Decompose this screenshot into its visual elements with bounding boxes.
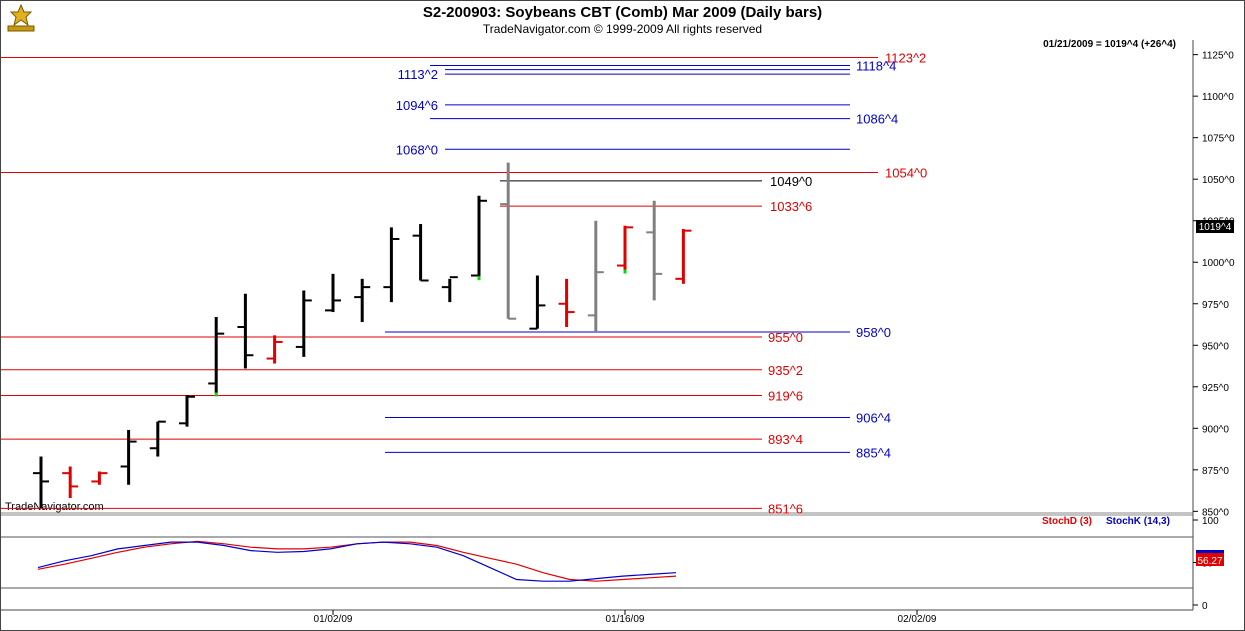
last-quote-readout: 01/21/2009 = 1019^4 (+26^4): [1043, 39, 1176, 50]
level-label: 935^2: [768, 363, 803, 378]
price-tick-label: 1075^0: [1202, 134, 1235, 145]
stochastic-lines: [37, 540, 677, 582]
ohlc-bar: [587, 220, 604, 332]
level-label: 906^4: [856, 411, 891, 426]
ohlc-bar: [675, 229, 692, 284]
level-label: 885^4: [856, 445, 891, 460]
stoch-axis: 050100: [1, 516, 1219, 612]
level-label: 1086^4: [856, 112, 898, 127]
last-price-tag-text: 1019^4: [1199, 222, 1232, 233]
price-tick-label: 1125^0: [1202, 51, 1234, 62]
level-label: 1054^0: [885, 166, 927, 181]
ohlc-bar: [383, 227, 400, 303]
level-label: 919^6: [768, 389, 803, 404]
level-label: 1033^6: [770, 199, 812, 214]
stoch-series-line: [37, 541, 677, 582]
ohlc-bar: [617, 225, 633, 274]
ohlc-bar: [500, 162, 517, 320]
ohlc-bar: [529, 275, 546, 330]
ohlc-bar: [354, 278, 371, 323]
price-tick-label: 1000^0: [1202, 258, 1235, 269]
ohlc-bars: [33, 162, 692, 509]
stoch-legend-k: StochK (14,3): [1106, 516, 1170, 527]
price-tick-label: 975^0: [1202, 300, 1229, 311]
date-tick-label: 02/02/09: [898, 614, 937, 625]
ohlc-bar: [91, 471, 108, 485]
ohlc-bar: [295, 290, 312, 357]
ohlc-bar: [325, 273, 341, 313]
stoch-value-tag: 56.27: [1196, 550, 1224, 567]
ohlc-bar: [179, 395, 195, 427]
price-tick-label: 1050^0: [1202, 175, 1235, 186]
ohlc-bar: [266, 335, 283, 364]
level-label: 1113^2: [398, 67, 438, 82]
ohlc-bar: [149, 420, 166, 457]
date-axis: 01/02/09 01/16/09 02/02/09: [314, 610, 937, 625]
level-label: 893^4: [768, 432, 803, 447]
ohlc-bar: [412, 224, 429, 282]
stoch-value-tag-text: 56.27: [1197, 556, 1222, 567]
ohlc-bar: [120, 429, 137, 485]
price-axis: 850^0875^0900^0925^0950^0975^01000^01025…: [1193, 51, 1235, 518]
price-tick-label: 925^0: [1202, 383, 1229, 394]
price-tick-label: 1100^0: [1202, 92, 1234, 103]
level-label: 955^0: [768, 330, 803, 345]
trade-navigator-logo-icon: [7, 3, 35, 32]
ohlc-bar: [441, 276, 458, 303]
stoch-tick-label: 100: [1202, 516, 1219, 527]
date-tick-label: 01/02/09: [314, 614, 353, 625]
ohlc-bar: [62, 466, 79, 499]
ohlc-bar: [471, 195, 487, 281]
chart-subtitle: TradeNavigator.com © 1999-2009 All right…: [482, 22, 763, 36]
ohlc-bar: [646, 200, 663, 301]
ohlc-bar: [208, 317, 225, 397]
level-label: 1123^2: [885, 51, 926, 66]
ohlc-bar: [558, 278, 575, 327]
price-tick-label: 850^0: [1202, 507, 1229, 518]
level-label: 1094^6: [396, 98, 438, 113]
level-label: 958^0: [856, 325, 891, 340]
last-price-tag: 1019^4: [1196, 220, 1234, 233]
ohlc-bar: [33, 456, 49, 509]
watermark-text: TradeNavigator.com: [5, 501, 104, 513]
level-label: 1049^0: [770, 174, 812, 189]
level-label: 1068^0: [396, 142, 438, 157]
date-tick-label: 01/16/09: [606, 614, 645, 625]
ohlc-bar: [237, 293, 254, 369]
price-tick-label: 875^0: [1202, 466, 1229, 477]
level-label: 1118^4: [856, 58, 896, 73]
price-tick-label: 900^0: [1202, 424, 1229, 435]
level-label: 851^6: [768, 501, 803, 516]
chart-title: S2-200903: Soybeans CBT (Comb) Mar 2009 …: [422, 4, 823, 21]
price-tick-label: 950^0: [1202, 341, 1229, 352]
stoch-legend-d: StochD (3): [1042, 516, 1092, 527]
stoch-tick-label: 0: [1202, 601, 1208, 612]
